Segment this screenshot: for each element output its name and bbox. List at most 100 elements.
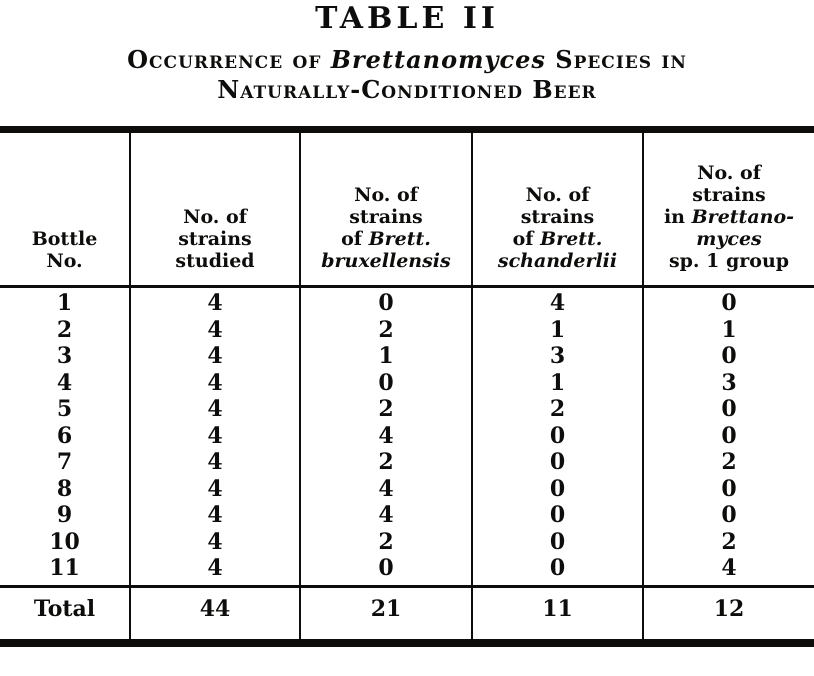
column-header-strains-brett-bruxellensis: No. of strains of Brett. bruxellensis — [299, 129, 472, 288]
cell-bottle-no: 1 — [56, 290, 73, 316]
row-bottle-11: 11 4 0 0 4 — [0, 555, 814, 588]
species-name-italic: bruxellensis — [321, 250, 451, 272]
column-header-bottle-no: Bottle No. — [0, 129, 130, 288]
header-line: No. of — [644, 162, 814, 184]
cell-bottle-no: 7 — [56, 449, 73, 475]
cell-strains-brett-schanderlii: 3 — [471, 343, 643, 370]
cell-strains-brettanomyces-sp1-group: 4 — [642, 555, 814, 588]
header-line: myces — [644, 228, 814, 250]
header-text: No. of — [354, 184, 418, 206]
header-line: strains — [473, 206, 642, 228]
header-line: bruxellensis — [301, 250, 471, 272]
cell-strains-brett-schanderlii: 0 — [471, 528, 643, 555]
header-line: strains — [644, 184, 814, 206]
header-text: strains — [692, 184, 766, 206]
cell-strains-brettanomyces-sp1-group: 0 — [642, 343, 814, 370]
cell-strains-brett-schanderlii: 0 — [471, 449, 643, 476]
paper-table-figure: TABLE II Occurrence of Brettanomyces Spe… — [0, 1, 814, 647]
cell-strains-studied: 4 — [129, 555, 300, 588]
header-text: No. of — [525, 184, 590, 206]
cell-strains-studied: 4 — [129, 449, 300, 476]
header-text: strains — [178, 228, 252, 250]
cell-bottle-no: 8 — [56, 475, 73, 502]
cell-strains-studied: 4 — [129, 316, 300, 343]
cell-strains-brett-schanderlii: 0 — [471, 502, 643, 529]
column-header-strains-brettanomyces-sp1-group: No. of strains in Brettano-myces sp. 1 grou… — [642, 129, 814, 288]
cell-strains-brettanomyces-sp1-group: 3 — [642, 369, 814, 396]
header-text: No. of — [697, 162, 761, 184]
species-name-italic: Brett. — [368, 228, 431, 250]
total-bottle-no: Total — [33, 596, 96, 623]
cell-bottle-no: 2 — [56, 316, 73, 343]
total-strains-brett-bruxellensis: 21 — [299, 586, 472, 643]
header-text: strains — [520, 206, 595, 228]
header-text: Bottle — [31, 228, 98, 250]
header-line: in Brettano- — [644, 206, 814, 228]
header-line: No. of — [131, 206, 299, 228]
cell-strains-studied: 4 — [129, 286, 300, 317]
cell-strains-brettanomyces-sp1-group: 0 — [642, 286, 814, 317]
header-text: in — [663, 206, 692, 228]
cell-strains-brett-bruxellensis: 4 — [299, 422, 472, 449]
cell-strains-brett-bruxellensis: 4 — [299, 502, 472, 529]
cell-strains-brett-bruxellensis: 4 — [299, 475, 472, 502]
header-text: of — [512, 228, 541, 250]
table-header: Bottle No. No. of strains studied No. of strai… — [0, 129, 814, 288]
header-line: of Brett. — [301, 228, 471, 250]
species-name-italic: myces — [696, 228, 762, 250]
column-header-strains-brett-schanderlii: No. of strains of Brett. schanderlii — [471, 129, 643, 288]
cell-strains-brettanomyces-sp1-group: 2 — [642, 449, 814, 476]
cell-strains-studied: 4 — [129, 475, 300, 502]
header-text: No. — [46, 250, 83, 272]
cell-strains-brett-bruxellensis: 1 — [299, 343, 472, 370]
header-text: sp. 1 group — [668, 250, 790, 272]
cell-strains-brett-schanderlii: 0 — [471, 555, 643, 588]
cell-strains-brettanomyces-sp1-group: 0 — [642, 396, 814, 423]
cell-strains-brett-bruxellensis: 2 — [299, 316, 472, 343]
occurrence-table: Bottle No. No. of strains studied No. of strai… — [0, 126, 814, 647]
cell-bottle-no: 10 — [49, 528, 80, 555]
subtitle-prefix: Occurrence of — [127, 45, 331, 74]
table-subtitle: Occurrence of Brettanomyces Species in Na… — [0, 45, 814, 105]
total-strains-studied: 44 — [129, 586, 300, 643]
cell-strains-brett-bruxellensis: 0 — [299, 286, 472, 317]
cell-bottle-no: 4 — [56, 369, 73, 396]
table-footer: Total 44 21 11 12 — [0, 586, 814, 643]
cell-strains-brettanomyces-sp1-group: 2 — [642, 528, 814, 555]
cell-strains-brett-schanderlii: 4 — [471, 286, 643, 317]
column-header-strains-studied: No. of strains studied — [129, 129, 300, 288]
header-text: No. of — [183, 206, 247, 228]
cell-strains-studied: 4 — [129, 396, 300, 423]
cell-strains-brett-bruxellensis: 0 — [299, 555, 472, 588]
header-line: No. of — [473, 184, 642, 206]
cell-strains-brettanomyces-sp1-group: 0 — [642, 475, 814, 502]
header-line: No. — [0, 250, 129, 272]
total-strains-brettanomyces-sp1-group: 12 — [642, 586, 814, 643]
table-title: TABLE II — [315, 1, 499, 36]
cell-strains-brettanomyces-sp1-group: 0 — [642, 422, 814, 449]
total-row: Total 44 21 11 12 — [0, 586, 814, 643]
cell-strains-brett-bruxellensis: 2 — [299, 528, 472, 555]
cell-strains-brettanomyces-sp1-group: 1 — [642, 316, 814, 343]
header-line: sp. 1 group — [644, 250, 814, 272]
header-row: Bottle No. No. of strains studied No. of strai… — [0, 129, 814, 288]
cell-strains-brett-schanderlii: 0 — [471, 475, 643, 502]
cell-strains-brett-bruxellensis: 0 — [299, 369, 472, 396]
species-name-italic: schanderlii — [497, 250, 618, 272]
species-name-italic: Brettanomyces — [330, 45, 546, 74]
cell-strains-studied: 4 — [129, 369, 300, 396]
cell-strains-brett-bruxellensis: 2 — [299, 449, 472, 476]
cell-bottle-no: 6 — [56, 422, 73, 449]
cell-strains-studied: 4 — [129, 528, 300, 555]
cell-strains-studied: 4 — [129, 502, 300, 529]
subtitle-suffix: Species in — [545, 45, 687, 74]
header-line: schanderlii — [473, 250, 642, 272]
cell-strains-brett-schanderlii: 1 — [471, 316, 643, 343]
cell-strains-studied: 4 — [129, 422, 300, 449]
